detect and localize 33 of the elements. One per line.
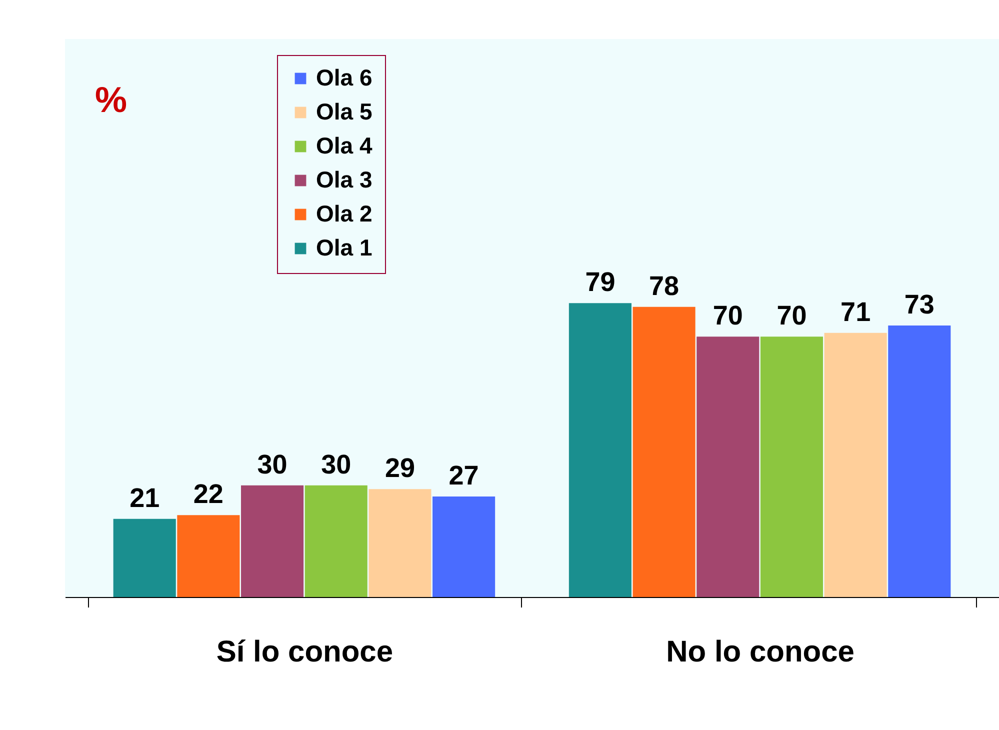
legend-label: Ola 3: [316, 166, 372, 192]
bar: [824, 332, 887, 597]
x-tick-label: Sí lo conoce: [216, 636, 394, 668]
bar: [632, 306, 696, 597]
bar: [177, 515, 240, 597]
bar: [432, 496, 496, 597]
data-label: 70: [712, 300, 743, 331]
legend-label: Ola 2: [316, 200, 372, 226]
bar: [240, 485, 304, 597]
x-tick-label: No lo conoce: [666, 636, 854, 668]
data-label: 27: [448, 460, 479, 491]
legend-label: Ola 6: [316, 64, 372, 90]
data-label: 29: [384, 453, 415, 484]
data-label: 78: [649, 270, 680, 301]
bar: [760, 336, 824, 597]
bar: [113, 518, 176, 597]
data-label: 30: [321, 449, 352, 480]
bar: [888, 325, 951, 597]
data-label: 73: [904, 289, 934, 320]
legend-label: Ola 5: [316, 98, 372, 124]
bar: [696, 336, 760, 597]
data-label: 79: [585, 267, 616, 298]
data-label: 71: [840, 296, 871, 327]
bar: [304, 485, 368, 597]
data-label: 30: [257, 449, 288, 480]
legend-label: Ola 4: [316, 132, 372, 158]
data-label: 70: [776, 300, 807, 331]
legend-label: Ola 1: [316, 234, 372, 260]
annotation: %: [95, 79, 128, 120]
bar: [568, 303, 632, 597]
bar: [368, 489, 432, 597]
data-label: 22: [193, 479, 224, 510]
data-label: 21: [130, 482, 160, 513]
